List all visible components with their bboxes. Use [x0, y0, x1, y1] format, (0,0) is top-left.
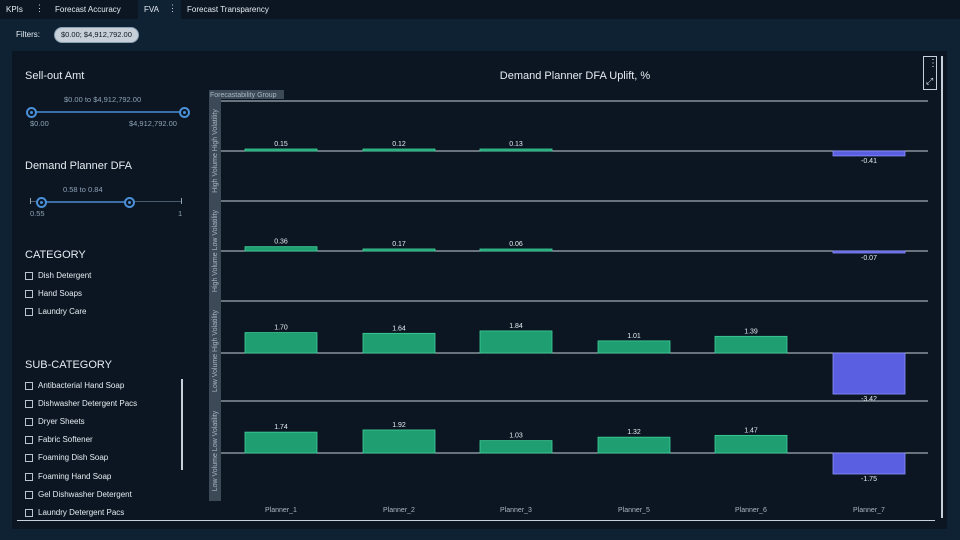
- chart-horizontal-scrollbar[interactable]: [17, 520, 935, 521]
- tab-kpis[interactable]: KPIs ⋮: [0, 0, 48, 19]
- subcategory-item[interactable]: Antibacterial Hand Soap: [25, 381, 124, 390]
- checkbox-label: Dish Detergent: [38, 271, 92, 280]
- category-title: CATEGORY: [25, 249, 86, 261]
- checkbox[interactable]: [25, 508, 33, 517]
- subcategory-item[interactable]: Dryer Sheets: [25, 417, 85, 426]
- chart-title: Demand Planner DFA Uplift, %: [499, 70, 651, 82]
- subcategory-item[interactable]: Gel Dishwasher Detergent: [25, 490, 132, 499]
- checkbox[interactable]: [25, 490, 33, 499]
- tab-label: Forecast Accuracy: [55, 5, 121, 14]
- checkbox-label: Antibacterial Hand Soap: [38, 381, 125, 390]
- sellout-min-label: $0.00: [30, 119, 49, 128]
- filter-pill[interactable]: $0.00; $4,912,792.00: [54, 27, 139, 43]
- sellout-slider-track[interactable]: [30, 111, 184, 113]
- checkbox-label: Foaming Dish Soap: [38, 453, 109, 462]
- checkbox[interactable]: [25, 472, 33, 481]
- sellout-max-label: $4,912,792.00: [129, 119, 177, 128]
- dfa-min-thumb[interactable]: [36, 197, 47, 208]
- checkbox[interactable]: [25, 307, 33, 316]
- checkbox[interactable]: [25, 271, 33, 280]
- subcategory-item[interactable]: Laundry Detergent Pacs: [25, 508, 124, 517]
- checkbox-label: Dishwasher Detergent Pacs: [38, 399, 138, 408]
- sellout-title: Sell-out Amt: [25, 70, 85, 82]
- checkbox-label: Gel Dishwasher Detergent: [38, 490, 132, 499]
- tab-forecast-transparency[interactable]: Forecast Transparency: [181, 0, 291, 19]
- checkbox[interactable]: [25, 399, 33, 408]
- checkbox-label: Dryer Sheets: [38, 417, 85, 426]
- checkbox-label: Laundry Care: [38, 307, 87, 316]
- checkbox[interactable]: [25, 289, 33, 298]
- tab-label: KPIs: [6, 5, 23, 14]
- subcategory-item[interactable]: Fabric Softener: [25, 435, 93, 444]
- dfa-title: Demand Planner DFA: [25, 160, 132, 172]
- checkbox-label: Laundry Detergent Pacs: [38, 508, 125, 517]
- more-vertical-icon[interactable]: ⋮: [168, 3, 177, 13]
- checkbox-label: Fabric Softener: [38, 435, 93, 444]
- dfa-max-tick: [181, 198, 182, 204]
- dfa-slider-selected[interactable]: [41, 201, 129, 203]
- sellout-max-thumb[interactable]: [179, 107, 190, 118]
- subcategory-item[interactable]: Dishwasher Detergent Pacs: [25, 399, 137, 408]
- chart-menu-button[interactable]: ⋮ ⤢: [923, 56, 938, 90]
- dfa-range-text: 0.58 to 0.84: [63, 185, 103, 194]
- tab-label: FVA: [144, 5, 159, 14]
- sellout-range-text: $0.00 to $4,912,792.00: [64, 95, 142, 104]
- dfa-min-label: 0.55: [30, 209, 45, 218]
- report-card: [12, 51, 947, 529]
- subcategory-item[interactable]: Foaming Hand Soap: [25, 472, 111, 481]
- checkbox[interactable]: [25, 453, 33, 462]
- more-vertical-icon[interactable]: ⋮: [35, 3, 44, 13]
- checkbox[interactable]: [25, 381, 33, 390]
- filters-label: Filters:: [16, 30, 40, 39]
- sellout-min-thumb[interactable]: [26, 107, 37, 118]
- expand-icon[interactable]: ⤢: [926, 76, 934, 86]
- more-vertical-icon[interactable]: ⋮: [928, 58, 938, 69]
- subcategory-title: SUB-CATEGORY: [25, 359, 112, 371]
- checkbox[interactable]: [25, 435, 33, 444]
- category-item[interactable]: Dish Detergent: [25, 271, 91, 280]
- tab-forecast-accuracy[interactable]: Forecast Accuracy: [49, 0, 137, 19]
- checkbox-label: Foaming Hand Soap: [38, 472, 112, 481]
- dfa-max-label: 1: [178, 209, 183, 218]
- subcategory-scrollbar[interactable]: [181, 379, 183, 470]
- tab-fva[interactable]: FVA ⋮: [138, 0, 181, 19]
- tab-bar: KPIs ⋮ Forecast Accuracy FVA ⋮ Forecast …: [0, 0, 960, 19]
- checkbox[interactable]: [25, 417, 33, 426]
- category-item[interactable]: Laundry Care: [25, 307, 86, 316]
- checkbox-label: Hand Soaps: [38, 289, 83, 298]
- dfa-max-thumb[interactable]: [124, 197, 135, 208]
- tab-label: Forecast Transparency: [187, 5, 269, 14]
- subcategory-item[interactable]: Foaming Dish Soap: [25, 453, 108, 462]
- chart-vertical-scrollbar[interactable]: [941, 56, 943, 518]
- category-item[interactable]: Hand Soaps: [25, 289, 82, 298]
- dfa-min-tick: [30, 198, 31, 204]
